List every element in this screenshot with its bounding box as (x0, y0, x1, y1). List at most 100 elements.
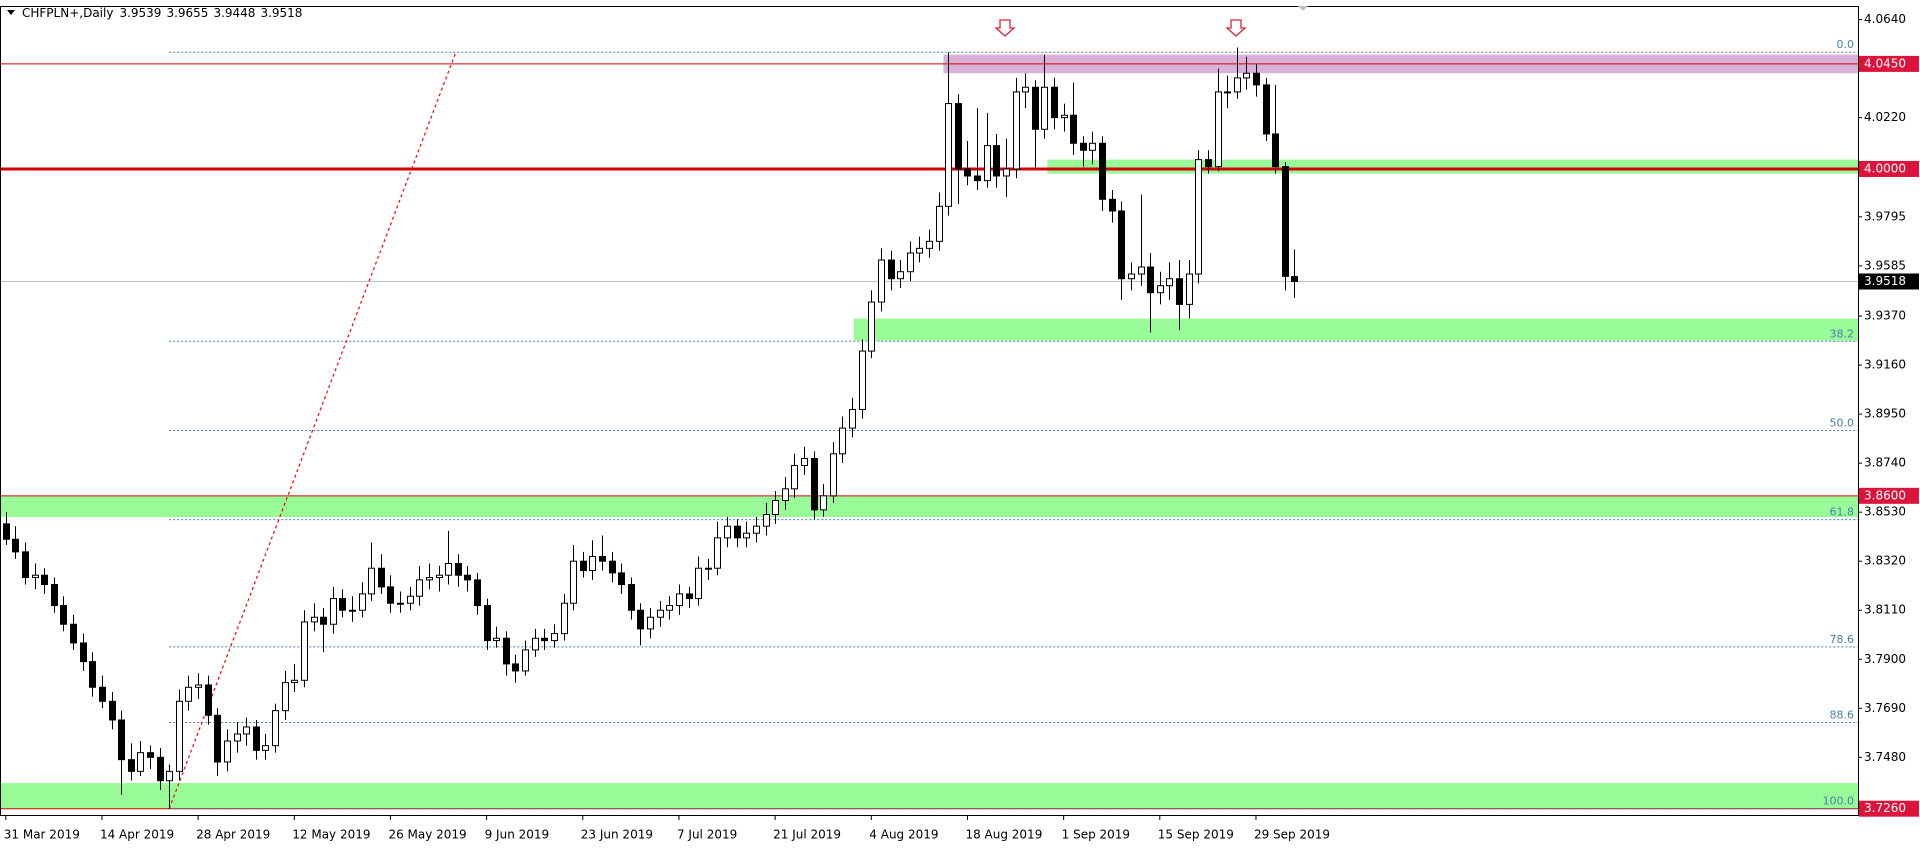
price-label: 4.0450 (1864, 56, 1906, 70)
candle-body (445, 563, 452, 576)
candle-body (359, 593, 366, 611)
candle-body (330, 598, 337, 625)
candle-body (512, 663, 519, 672)
candle-body (1263, 84, 1270, 135)
y-tick-label: 3.9160 (1864, 358, 1906, 372)
candle-body (89, 661, 96, 688)
candle-body (859, 350, 866, 410)
price-label-bg (1859, 55, 1919, 72)
candle-body (522, 649, 529, 672)
y-tick-label: 3.7900 (1864, 652, 1906, 666)
candle-body (243, 726, 250, 735)
candle-body (253, 726, 260, 751)
candle-body (1195, 159, 1202, 275)
price-label: 3.7260 (1864, 801, 1906, 815)
y-tick-label: 3.8530 (1864, 505, 1906, 519)
x-tick-label: 1 Sep 2019 (1062, 828, 1130, 842)
candle-body (464, 574, 471, 581)
fibo-label: 0.0 (1837, 38, 1855, 51)
candle-body (1157, 285, 1164, 294)
candle-body (234, 733, 241, 742)
y-tick-label: 3.8320 (1864, 554, 1906, 568)
levels: 0.0 38.2 50.0 61.8 78.6 88.6 100.0 (0, 38, 1858, 810)
price-label: 3.8600 (1864, 488, 1906, 502)
candle-body (291, 679, 298, 684)
x-tick-label: 7 Jul 2019 (677, 828, 737, 842)
axes: 4.0640 4.0220 3.9795 3.9585 3.9370 3.9160 3.89… (4, 12, 1919, 842)
candle-body (1013, 91, 1020, 170)
plot-frame (0, 6, 1859, 816)
candle-body (724, 525, 731, 539)
candle-body (157, 756, 164, 782)
candle-body (282, 682, 289, 712)
header-open: 3.9539 (119, 6, 161, 20)
candle-body (147, 752, 154, 758)
candle-body (1070, 114, 1077, 144)
candle-body (32, 574, 39, 579)
candle-body (1003, 168, 1010, 177)
fibo-label: 38.2 (1830, 327, 1855, 340)
y-tick-label: 3.8740 (1864, 456, 1906, 470)
x-tick-label: 28 Apr 2019 (196, 828, 270, 842)
candle-body (416, 579, 423, 597)
candle-body (657, 609, 664, 618)
candle-body (801, 457, 808, 466)
candle-body (1032, 86, 1039, 130)
candle-body (666, 605, 673, 611)
candle-body (224, 740, 231, 763)
candle-body (628, 584, 635, 611)
x-tick-label: 21 Jul 2019 (773, 828, 841, 842)
price-label-bg (1859, 160, 1919, 177)
candle-body (1176, 278, 1183, 305)
candle-body (1224, 91, 1231, 94)
candle-body (541, 637, 548, 642)
candle-body (80, 642, 87, 663)
x-tick-label: 29 Sep 2019 (1254, 828, 1330, 842)
candle-body (128, 759, 135, 772)
candle-body (41, 574, 48, 586)
y-tick-label: 3.9795 (1864, 209, 1906, 223)
candle-body (99, 686, 106, 702)
candle-body (1291, 276, 1298, 283)
candle-body (262, 745, 269, 751)
candle-body (1215, 91, 1222, 168)
candle-body (118, 719, 125, 761)
x-tick-label: 4 Aug 2019 (869, 828, 938, 842)
x-tick-label: 9 Jun 2019 (485, 828, 550, 842)
candle-body (3, 523, 10, 540)
candle-body (378, 567, 385, 588)
candle-body (1138, 266, 1145, 275)
candle-body (753, 525, 760, 534)
candle-body (734, 525, 741, 539)
zone (853, 318, 1858, 341)
price-label-bg (1859, 800, 1919, 817)
candle-body (1253, 72, 1260, 86)
candle-body (426, 577, 433, 581)
shift-marker (1298, 6, 1308, 11)
y-tick-label: 3.7480 (1864, 750, 1906, 764)
price-label-bg (1859, 487, 1919, 504)
candle-body (176, 700, 183, 772)
candle-body (916, 247, 923, 254)
fibo-label: 100.0 (1823, 795, 1855, 808)
fibo-label: 61.8 (1830, 506, 1855, 519)
candle-body (397, 602, 404, 605)
candle-body (12, 538, 19, 553)
candle-body (1147, 266, 1154, 294)
x-tick-label: 18 Aug 2019 (965, 828, 1042, 842)
candle-body (676, 593, 683, 607)
candle-body (1080, 142, 1087, 151)
candle-body (936, 205, 943, 242)
candle-body (609, 560, 616, 574)
candle-body (1022, 86, 1029, 93)
candle-body (1061, 114, 1068, 119)
candle-body (589, 556, 596, 572)
candle-body (907, 252, 914, 273)
candle-body (955, 103, 962, 170)
x-tick-label: 23 Jun 2019 (581, 828, 653, 842)
candle-body (272, 710, 279, 747)
candle-body (387, 586, 394, 604)
y-tick-label: 3.7690 (1864, 701, 1906, 715)
candle-body (70, 623, 77, 644)
trendline (168, 52, 457, 809)
